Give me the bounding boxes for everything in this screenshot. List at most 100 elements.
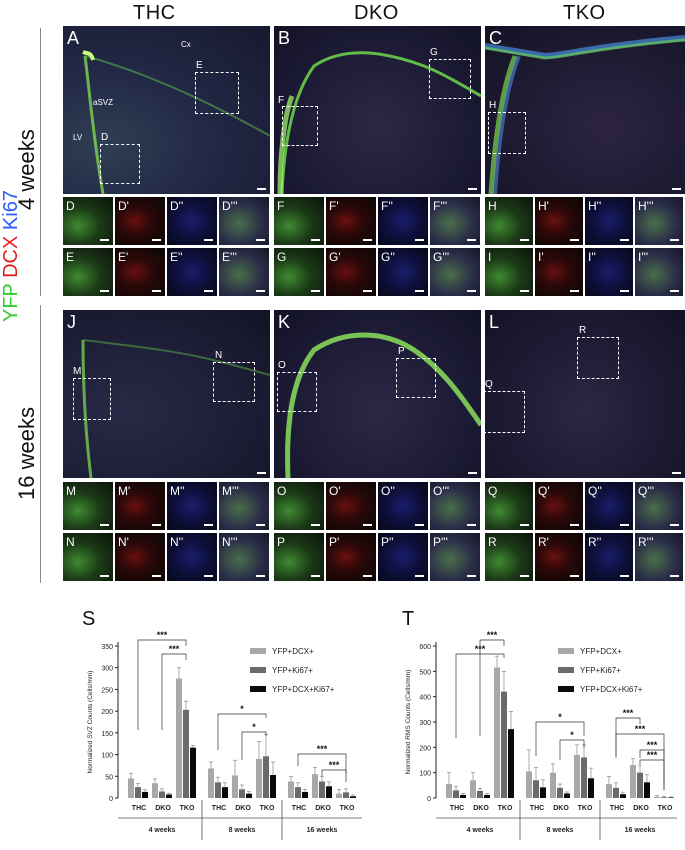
group-label: 4 weeks <box>149 827 176 834</box>
panel-l: L R Q <box>485 310 685 478</box>
scale-bar <box>415 575 424 577</box>
scale-bar <box>415 290 424 292</box>
panel-a-tissue <box>82 50 270 194</box>
box-h-label: H <box>489 100 497 111</box>
bar-yfpdcx-tko-g1 <box>574 754 580 798</box>
tile-nppp: N''' <box>219 533 269 581</box>
scale-bar <box>670 239 679 241</box>
box-q-label: Q <box>485 379 493 390</box>
scale-bar <box>467 575 476 577</box>
group-label: 8 weeks <box>547 827 574 834</box>
tile-label: Q'' <box>588 484 602 498</box>
bar-yfpki67-dko-g2 <box>319 781 325 798</box>
bar-yfpdcx-dko-g2 <box>312 774 318 798</box>
tile-label: N'' <box>170 535 184 549</box>
scale-bar <box>520 575 529 577</box>
bar-yfpdcxki67-dko-g1 <box>246 793 252 798</box>
scale-bar <box>670 575 679 577</box>
scale-bar <box>467 290 476 292</box>
y-tick-label: 250 <box>101 687 113 694</box>
tile-label: O <box>277 484 287 498</box>
scale-bar <box>570 239 579 241</box>
row-divider-4wk <box>40 28 41 296</box>
x-tick-label: TKO <box>578 805 593 812</box>
scale-bar <box>311 290 320 292</box>
y-tick-label: 200 <box>101 709 113 716</box>
scale-bar <box>363 290 372 292</box>
tile-label: P'' <box>381 535 394 549</box>
bar-yfpdcx-dko-g0 <box>152 783 158 798</box>
tile-label: G' <box>329 250 341 264</box>
box-p <box>396 358 436 398</box>
bar-yfpdcxki67-thc-g2 <box>620 794 626 798</box>
box-r <box>577 337 619 379</box>
cx-label: Cx <box>181 40 191 49</box>
scale-bar <box>204 575 213 577</box>
row-divider-16wk <box>40 305 41 583</box>
scale-bar <box>152 239 161 241</box>
significance-marker: * <box>570 730 574 740</box>
bar-yfpki67-dko-g0 <box>159 791 165 798</box>
bar-yfpdcx-dko-g0 <box>470 780 476 798</box>
y-tick-label: 500 <box>419 669 431 676</box>
scale-bar <box>520 290 529 292</box>
x-tick-label: THC <box>530 805 544 812</box>
scale-bar <box>100 575 109 577</box>
legend-label: YFP+DCX+ <box>272 647 314 656</box>
significance-bracket <box>241 731 267 760</box>
legend-swatch <box>558 667 574 673</box>
x-tick-label: THC <box>212 805 226 812</box>
box-d <box>100 144 140 184</box>
y-axis-label: Normalized SVZ Counts (Cells/mm) <box>87 671 94 774</box>
tile-dpp: D'' <box>167 197 217 245</box>
scale-bar <box>620 290 629 292</box>
scale-bar <box>468 188 477 190</box>
bar-yfpdcxki67-dko-g0 <box>166 794 172 798</box>
tile-qppp: Q''' <box>635 482 683 530</box>
scale-bar <box>256 290 265 292</box>
bar-yfpdcx-dko-g2 <box>630 765 636 798</box>
legend-swatch <box>250 648 266 654</box>
bar-yfpdcx-thc-g1 <box>208 768 214 798</box>
significance-marker: *** <box>635 724 646 734</box>
col-header-thc: THC <box>133 2 176 24</box>
bar-yfpki67-dko-g2 <box>637 772 643 798</box>
scale-bar <box>672 188 681 190</box>
scale-bar <box>363 524 372 526</box>
tile-ip: I' <box>535 248 583 296</box>
bar-yfpki67-tko-g1 <box>581 757 587 798</box>
significance-marker: *** <box>647 740 658 750</box>
scale-bar <box>363 575 372 577</box>
tile-d: D <box>63 197 113 245</box>
bar-yfpdcxki67-dko-g2 <box>326 786 332 798</box>
tile-i: I <box>485 248 533 296</box>
significance-marker: * <box>558 712 562 722</box>
tile-oppp: O''' <box>430 482 480 530</box>
group-label: 4 weeks <box>467 827 494 834</box>
tile-label: G <box>277 250 287 264</box>
tile-label: N <box>66 535 75 549</box>
scale-bar <box>415 239 424 241</box>
significance-marker: * <box>240 704 244 714</box>
tile-r: R <box>485 533 533 581</box>
significance-bracket <box>559 739 585 760</box>
legend-label: YFP+Ki67+ <box>272 666 313 675</box>
tile-label: R'' <box>588 535 602 549</box>
dcx-label: DCX <box>0 235 22 278</box>
significance-bracket <box>535 721 585 756</box>
bar-yfpdcx-thc-g2 <box>288 781 294 798</box>
tile-label: G''' <box>433 250 450 264</box>
tile-label: H''' <box>638 199 654 213</box>
scale-bar <box>311 575 320 577</box>
tile-eppp: E''' <box>219 248 269 296</box>
legend-label: YFP+DCX+ <box>580 647 622 656</box>
tile-q: Q <box>485 482 533 530</box>
scale-bar <box>363 239 372 241</box>
legend-swatch <box>558 648 574 654</box>
tile-label: M' <box>118 484 131 498</box>
scale-bar <box>257 472 266 474</box>
bar-yfpdcx-tko-g2 <box>654 796 660 798</box>
scale-bar <box>467 239 476 241</box>
tile-gp: G' <box>326 248 376 296</box>
tile-np: N' <box>115 533 165 581</box>
